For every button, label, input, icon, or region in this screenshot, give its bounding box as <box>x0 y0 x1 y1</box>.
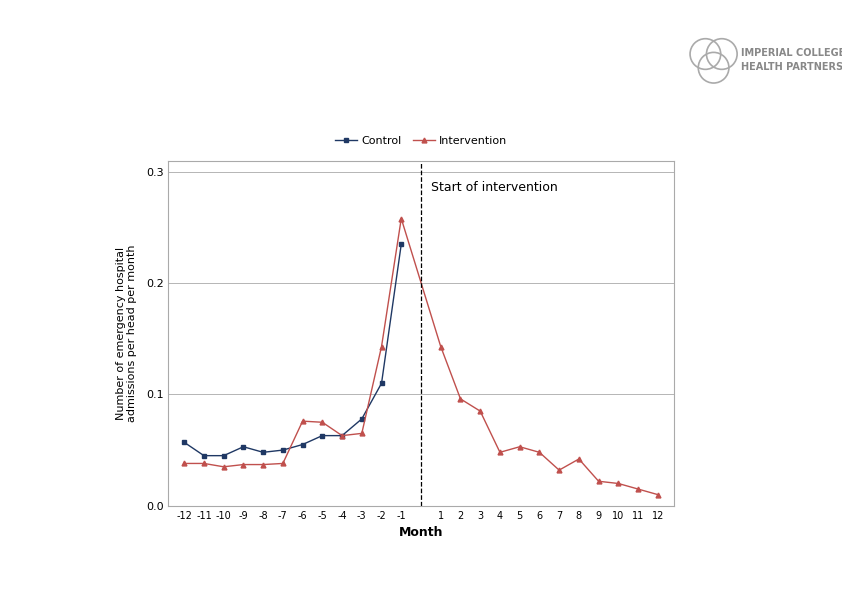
Intervention <box>435 343 445 350</box>
Control <box>376 380 386 387</box>
X-axis label: Month: Month <box>399 526 443 539</box>
Text: Start of intervention: Start of intervention <box>431 181 557 194</box>
Control <box>199 452 209 459</box>
Intervention <box>317 419 328 426</box>
Y-axis label: Number of emergency hospital
admissions per head per month: Number of emergency hospital admissions … <box>116 245 137 422</box>
Intervention <box>456 395 466 402</box>
Legend: Control, Intervention: Control, Intervention <box>330 131 512 151</box>
Intervention <box>613 480 623 487</box>
Intervention <box>514 443 525 450</box>
Control <box>357 415 367 422</box>
Intervention <box>258 461 268 468</box>
Intervention <box>179 460 189 467</box>
Control <box>238 443 248 450</box>
Line: Control: Control <box>182 242 403 458</box>
Intervention <box>633 486 643 493</box>
Intervention <box>554 466 564 474</box>
Intervention <box>278 460 288 467</box>
Intervention <box>357 430 367 437</box>
Intervention <box>475 408 485 415</box>
Control <box>397 240 407 248</box>
Intervention <box>594 478 604 485</box>
Intervention <box>535 449 545 456</box>
Control <box>179 439 189 446</box>
Control <box>219 452 229 459</box>
Intervention <box>574 455 584 462</box>
Control <box>297 441 307 448</box>
Control <box>258 449 268 456</box>
Intervention <box>495 449 505 456</box>
Control <box>317 432 328 439</box>
Control <box>337 432 347 439</box>
Intervention <box>376 343 386 350</box>
Intervention <box>199 460 209 467</box>
Intervention <box>653 491 663 498</box>
Intervention <box>219 464 229 471</box>
Text: IMPERIAL COLLEGE
HEALTH PARTNERS: IMPERIAL COLLEGE HEALTH PARTNERS <box>741 48 842 71</box>
Intervention <box>397 215 407 222</box>
Control <box>278 446 288 453</box>
Intervention <box>238 461 248 468</box>
Line: Intervention: Intervention <box>182 216 660 497</box>
Intervention <box>337 432 347 439</box>
Intervention <box>297 418 307 425</box>
